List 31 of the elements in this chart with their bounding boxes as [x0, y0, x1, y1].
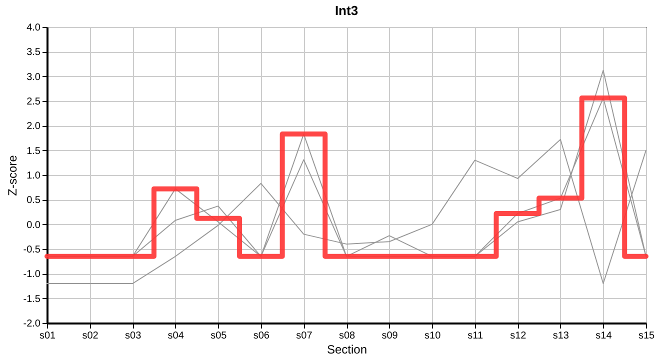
x-tick-label: s05 — [210, 330, 228, 342]
x-tick-label: s10 — [424, 330, 442, 342]
x-tick-label: s11 — [468, 330, 484, 342]
y-tick-label: -1.0 — [23, 269, 41, 280]
y-tick-label: 1.5 — [26, 146, 41, 157]
y-axis-title: Z-score — [5, 154, 20, 196]
x-tick-label: s01 — [39, 330, 56, 342]
x-tick-label: s04 — [168, 330, 184, 342]
x-tick-label: s12 — [510, 330, 527, 342]
x-tick-label: s02 — [82, 330, 99, 342]
x-tick-label: s15 — [638, 330, 655, 342]
y-tick-label: 0.5 — [26, 195, 41, 206]
x-tick-label: s09 — [382, 330, 398, 342]
y-tick-label: -1.5 — [23, 294, 41, 305]
y-tick-label: 2.0 — [26, 121, 41, 132]
y-tick-label: 3.5 — [26, 47, 41, 58]
y-tick-label: 0.0 — [26, 220, 41, 231]
y-tick-label: 4.0 — [26, 22, 41, 34]
x-axis-title: Section — [326, 342, 368, 356]
y-tick-label: 2.5 — [26, 96, 41, 108]
y-tick-label: 3.0 — [26, 72, 41, 83]
x-tick-label: s07 — [296, 330, 313, 342]
x-tick-label: s08 — [338, 330, 356, 342]
x-tick-label: s06 — [253, 330, 270, 342]
x-tick-label: s13 — [552, 330, 570, 342]
x-tick-label: s03 — [125, 330, 142, 342]
y-tick-label: -0.5 — [23, 244, 41, 256]
y-tick-label: 1.0 — [26, 170, 41, 182]
y-tick-label: -2.0 — [23, 318, 41, 330]
x-tick-label: s14 — [596, 330, 612, 342]
chart-title: Int3 — [334, 3, 358, 18]
